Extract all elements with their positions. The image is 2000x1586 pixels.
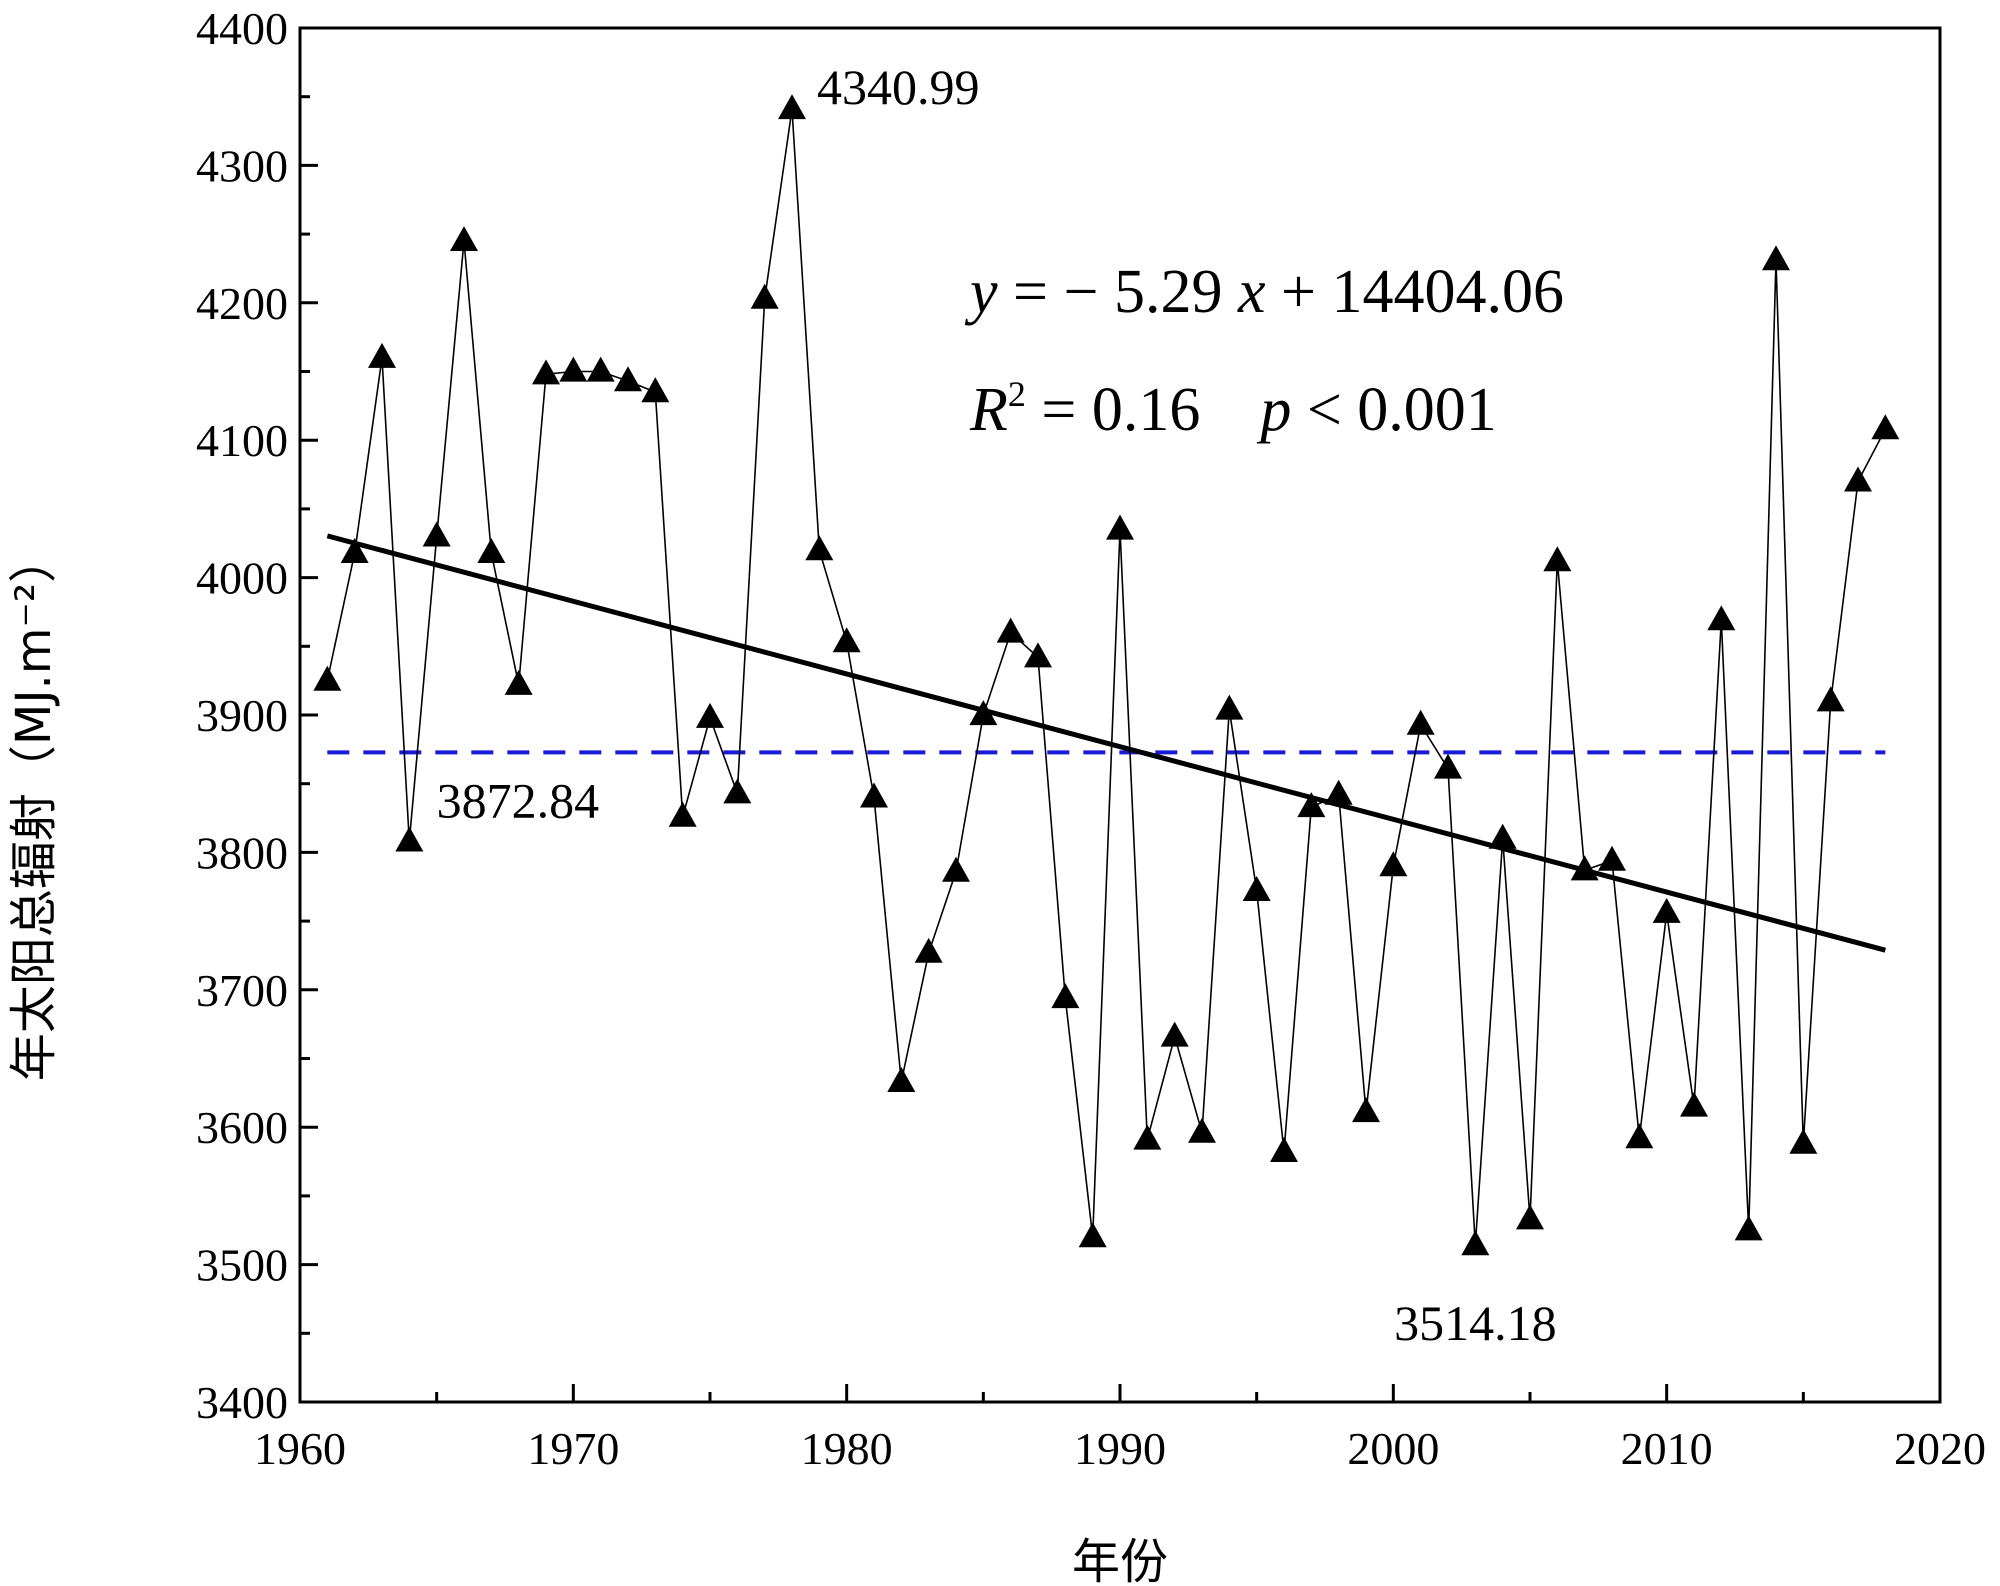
- data-point-marker: [1543, 546, 1572, 572]
- x-axis-ticks: 1960 1970 1980 1990 2000 2010 2020: [254, 1384, 1986, 1474]
- data-point-marker: [996, 617, 1025, 643]
- data-point-marker: [1434, 753, 1462, 779]
- data-point-marker: [1871, 414, 1900, 440]
- y-tick-label: 3900: [196, 690, 288, 741]
- data-point-marker: [614, 366, 642, 392]
- data-point-marker: [1406, 709, 1435, 735]
- y-tick-label: 4000: [196, 553, 288, 604]
- x-axis-title: 年份: [1072, 1534, 1168, 1586]
- y-tick-label: 3500: [196, 1240, 288, 1291]
- y-tick-label: 4200: [196, 278, 288, 329]
- data-point-marker: [969, 700, 998, 726]
- r-squared-p-value: R2 = 0.16 p < 0.001: [969, 374, 1497, 444]
- data-point-marker: [586, 356, 615, 382]
- y-tick-label: 3400: [196, 1377, 288, 1428]
- data-point-marker: [313, 665, 342, 691]
- data-point-marker: [1051, 983, 1080, 1009]
- y-tick-label: 3800: [196, 827, 288, 878]
- data-point-marker: [1816, 686, 1845, 712]
- x-tick-label: 1980: [801, 1423, 893, 1474]
- data-point-marker: [422, 521, 451, 547]
- x-tick-label: 2020: [1894, 1423, 1986, 1474]
- data-point-marker: [340, 537, 369, 563]
- plot-frame: [298, 26, 1942, 1404]
- data-point-marker: [1352, 1097, 1380, 1123]
- data-point-marker: [1188, 1117, 1216, 1143]
- data-point-marker: [778, 94, 806, 120]
- data-point-marker: [1270, 1137, 1298, 1163]
- data-point-marker: [914, 937, 943, 963]
- y-tick-label: 3600: [196, 1102, 288, 1153]
- y-axis-title: 年太阳总辐射（MJ.m⁻²）: [6, 535, 62, 1081]
- data-point-marker: [477, 537, 506, 563]
- data-point-marker: [532, 359, 560, 385]
- min-value-label: 3514.18: [1394, 1295, 1557, 1351]
- series-markers: [313, 94, 1900, 1256]
- y-tick-label: 3700: [196, 965, 288, 1016]
- data-point-marker: [805, 535, 834, 561]
- max-value-label: 4340.99: [817, 59, 980, 115]
- y-tick-label: 4100: [196, 415, 288, 466]
- data-point-marker: [1461, 1230, 1490, 1256]
- data-point-marker: [450, 226, 478, 252]
- data-point-marker: [1680, 1091, 1708, 1117]
- data-point-marker: [395, 826, 424, 852]
- data-point-marker: [887, 1066, 916, 1092]
- data-point-marker: [723, 778, 752, 804]
- data-point-marker: [1844, 466, 1872, 492]
- data-point-marker: [1379, 851, 1408, 877]
- x-tick-label: 1990: [1074, 1423, 1166, 1474]
- data-point-marker: [1570, 855, 1599, 881]
- data-point-marker: [696, 702, 724, 728]
- data-point-marker: [1652, 897, 1681, 923]
- trend-equation: y = − 5.29 x + 14404.06: [964, 258, 1564, 326]
- data-point-marker: [1215, 694, 1244, 720]
- data-point-marker: [1789, 1128, 1818, 1154]
- data-point-marker: [1078, 1222, 1107, 1248]
- data-point-marker: [1106, 514, 1134, 540]
- data-point-marker: [1734, 1215, 1763, 1241]
- data-point-marker: [1516, 1204, 1544, 1230]
- data-point-marker: [1160, 1021, 1189, 1047]
- data-point-marker: [1133, 1124, 1162, 1150]
- mean-value-label: 3872.84: [437, 772, 599, 828]
- data-point-marker: [1488, 823, 1517, 849]
- x-tick-label: 2000: [1347, 1423, 1439, 1474]
- data-point-marker: [1242, 875, 1271, 901]
- data-point-marker: [1707, 605, 1736, 631]
- x-tick-label: 1960: [254, 1423, 346, 1474]
- data-point-marker: [368, 342, 396, 368]
- data-point-marker: [641, 377, 670, 403]
- data-point-marker: [504, 669, 533, 695]
- y-tick-label: 4400: [196, 3, 288, 54]
- data-point-marker: [860, 782, 888, 808]
- series-line: [326, 108, 1887, 1246]
- data-point-marker: [1762, 245, 1790, 271]
- data-point-marker: [1297, 792, 1326, 818]
- data-point-marker: [1024, 642, 1052, 668]
- data-point-marker: [1625, 1123, 1654, 1149]
- x-tick-label: 2010: [1621, 1423, 1713, 1474]
- data-point-marker: [668, 801, 697, 827]
- data-point-marker: [942, 856, 970, 882]
- data-point-marker: [1598, 845, 1626, 871]
- y-tick-label: 4300: [196, 140, 288, 191]
- trend-line: [326, 533, 1886, 953]
- data-point-marker: [832, 627, 861, 653]
- data-point-marker: [750, 283, 779, 309]
- data-point-marker: [1324, 779, 1353, 805]
- y-axis-ticks: 3400 3500 3600 3700 3800 3900 4000 4100 4200 4300…: [196, 3, 318, 1428]
- x-tick-label: 1970: [527, 1423, 619, 1474]
- data-point-marker: [559, 356, 588, 382]
